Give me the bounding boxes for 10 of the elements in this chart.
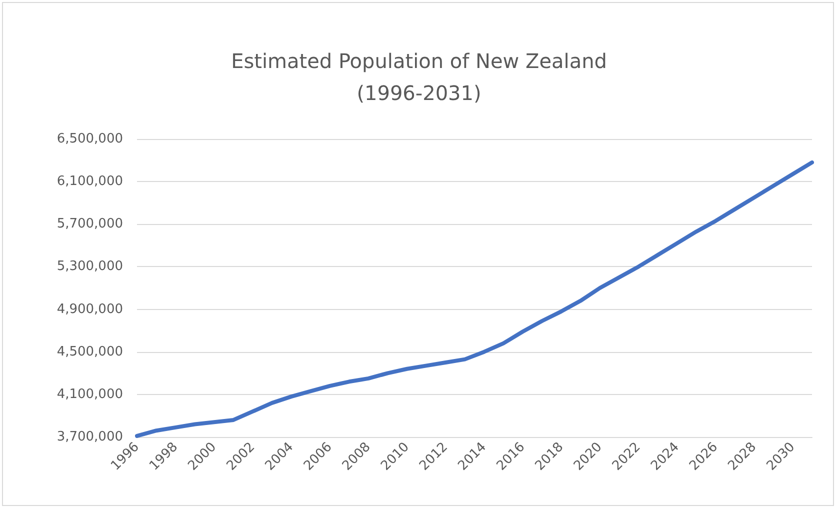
y-tick-label: 6,100,000: [56, 174, 123, 190]
y-tick-label: 6,500,000: [56, 132, 123, 146]
y-tick-label: 4,100,000: [56, 386, 123, 402]
y-tick-label: 5,300,000: [56, 259, 123, 274]
line-series: [135, 160, 814, 438]
y-tick-label: 4,500,000: [56, 344, 123, 360]
y-tick-label: 5,700,000: [56, 216, 123, 232]
chart-title: Estimated Population of New Zealand (1996-2031): [231, 49, 607, 105]
y-tick-label: 3,700,000: [56, 430, 123, 444]
y-tick-label: 4,900,000: [56, 302, 123, 317]
